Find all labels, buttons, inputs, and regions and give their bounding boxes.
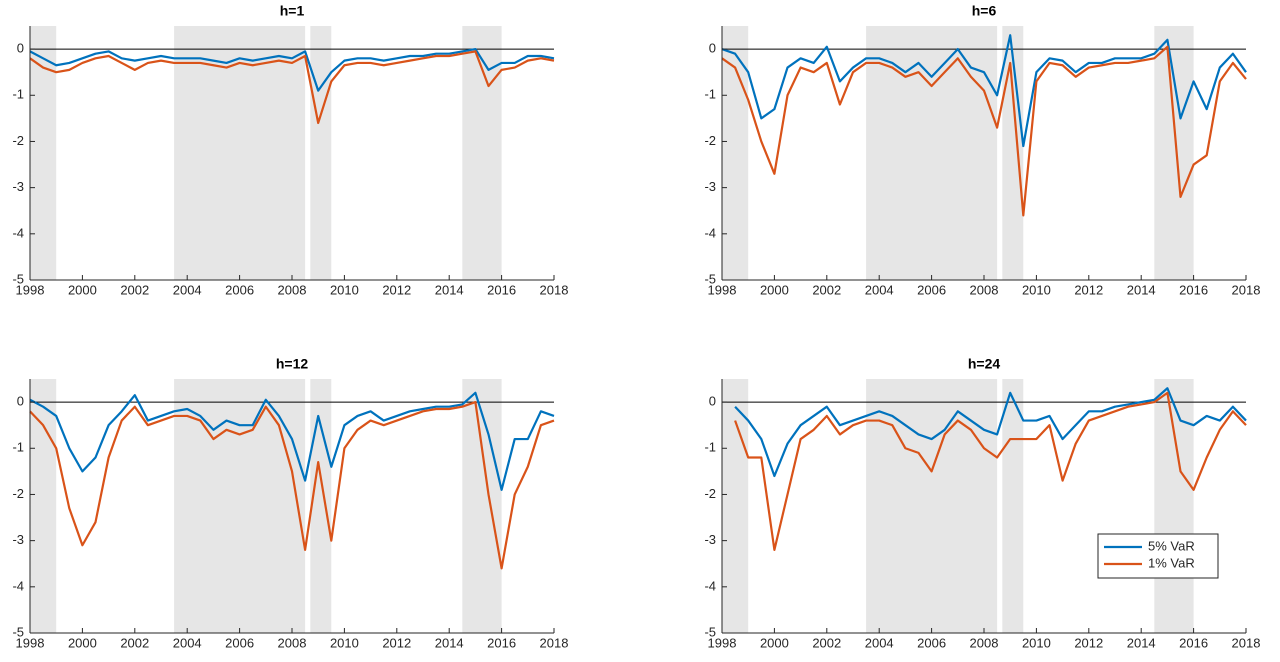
x-tick-label: 2014 xyxy=(435,635,464,650)
x-tick-label: 2016 xyxy=(1179,282,1208,297)
series-line xyxy=(734,391,1247,551)
x-tick-label: 2004 xyxy=(865,635,894,650)
x-tick-label: 2016 xyxy=(1179,635,1208,650)
chart-title: h=24 xyxy=(968,356,1001,372)
shaded-period xyxy=(462,26,502,280)
x-tick-label: 2014 xyxy=(1127,635,1156,650)
x-tick-label: 2008 xyxy=(278,282,307,297)
y-tick-label: -2 xyxy=(12,486,24,501)
x-tick-label: 2014 xyxy=(1127,282,1156,297)
legend-label: 5% VaR xyxy=(1148,538,1195,553)
x-tick-label: 1998 xyxy=(16,282,45,297)
y-tick-label: -5 xyxy=(12,271,24,286)
y-tick-label: -5 xyxy=(12,624,24,639)
x-tick-label: 1998 xyxy=(708,282,737,297)
shaded-period xyxy=(310,379,332,633)
y-tick-label: -1 xyxy=(12,87,24,102)
y-tick-label: -2 xyxy=(704,486,716,501)
x-tick-label: 2004 xyxy=(865,282,894,297)
x-tick-label: 2002 xyxy=(812,635,841,650)
chart-title: h=1 xyxy=(280,3,305,19)
x-tick-label: 2018 xyxy=(540,635,569,650)
y-tick-label: -5 xyxy=(704,624,716,639)
shaded-period xyxy=(1002,26,1024,280)
x-tick-label: 2006 xyxy=(225,282,254,297)
y-tick-label: -5 xyxy=(704,271,716,286)
x-tick-label: 2008 xyxy=(278,635,307,650)
x-tick-label: 2016 xyxy=(487,635,516,650)
x-tick-label: 2018 xyxy=(1232,635,1261,650)
series-line xyxy=(734,387,1247,478)
x-tick-label: 1998 xyxy=(708,635,737,650)
x-tick-label: 2012 xyxy=(382,282,411,297)
x-tick-label: 2002 xyxy=(812,282,841,297)
y-tick-label: -3 xyxy=(704,179,716,194)
shaded-period xyxy=(722,26,749,280)
y-tick-label: -4 xyxy=(704,225,716,240)
y-tick-label: -4 xyxy=(12,578,24,593)
x-tick-label: 2010 xyxy=(1022,282,1051,297)
series-line xyxy=(29,47,555,92)
x-tick-label: 2010 xyxy=(330,282,359,297)
x-tick-label: 2012 xyxy=(382,635,411,650)
legend-label: 1% VaR xyxy=(1148,555,1195,570)
shaded-period xyxy=(1002,379,1024,633)
y-tick-label: -2 xyxy=(704,133,716,148)
x-tick-label: 2008 xyxy=(970,635,999,650)
y-tick-label: -4 xyxy=(704,578,716,593)
x-tick-label: 2018 xyxy=(540,282,569,297)
x-tick-label: 2010 xyxy=(330,635,359,650)
y-tick-label: 0 xyxy=(709,394,716,409)
x-tick-label: 2008 xyxy=(970,282,999,297)
y-tick-label: -3 xyxy=(12,532,24,547)
y-tick-label: -1 xyxy=(12,440,24,455)
y-tick-label: 0 xyxy=(17,41,24,56)
shaded-period xyxy=(174,26,306,280)
chart-title: h=12 xyxy=(276,356,309,372)
x-tick-label: 2006 xyxy=(917,635,946,650)
shaded-period xyxy=(310,26,332,280)
x-tick-label: 2002 xyxy=(120,635,149,650)
y-tick-label: -3 xyxy=(12,179,24,194)
y-tick-label: -1 xyxy=(704,440,716,455)
shaded-period xyxy=(30,379,57,633)
y-tick-label: -1 xyxy=(704,87,716,102)
y-tick-label: -3 xyxy=(704,532,716,547)
x-tick-label: 1998 xyxy=(16,635,45,650)
x-tick-label: 2002 xyxy=(120,282,149,297)
y-tick-label: -4 xyxy=(12,225,24,240)
x-tick-label: 2018 xyxy=(1232,282,1261,297)
legend-box xyxy=(1097,533,1219,579)
series-line xyxy=(721,34,1247,148)
series-line xyxy=(29,391,555,491)
shaded-period xyxy=(1154,379,1194,633)
x-tick-label: 2004 xyxy=(173,635,202,650)
y-tick-label: 0 xyxy=(17,394,24,409)
shaded-period xyxy=(462,379,502,633)
x-tick-label: 2006 xyxy=(225,635,254,650)
x-tick-label: 2010 xyxy=(1022,635,1051,650)
shaded-period xyxy=(1154,26,1194,280)
series-line xyxy=(29,400,555,570)
y-tick-label: -2 xyxy=(12,133,24,148)
x-tick-label: 2004 xyxy=(173,282,202,297)
x-tick-label: 2000 xyxy=(68,282,97,297)
y-tick-label: 0 xyxy=(709,41,716,56)
x-tick-label: 2012 xyxy=(1074,282,1103,297)
x-tick-label: 2014 xyxy=(435,282,464,297)
x-tick-label: 2012 xyxy=(1074,635,1103,650)
x-tick-label: 2000 xyxy=(760,635,789,650)
shaded-period xyxy=(174,379,306,633)
x-tick-label: 2016 xyxy=(487,282,516,297)
series-line xyxy=(29,50,555,125)
series-line xyxy=(721,45,1247,217)
x-tick-label: 2000 xyxy=(760,282,789,297)
x-tick-label: 2000 xyxy=(68,635,97,650)
shaded-period xyxy=(866,379,998,633)
chart-title: h=6 xyxy=(972,3,997,19)
x-tick-label: 2006 xyxy=(917,282,946,297)
